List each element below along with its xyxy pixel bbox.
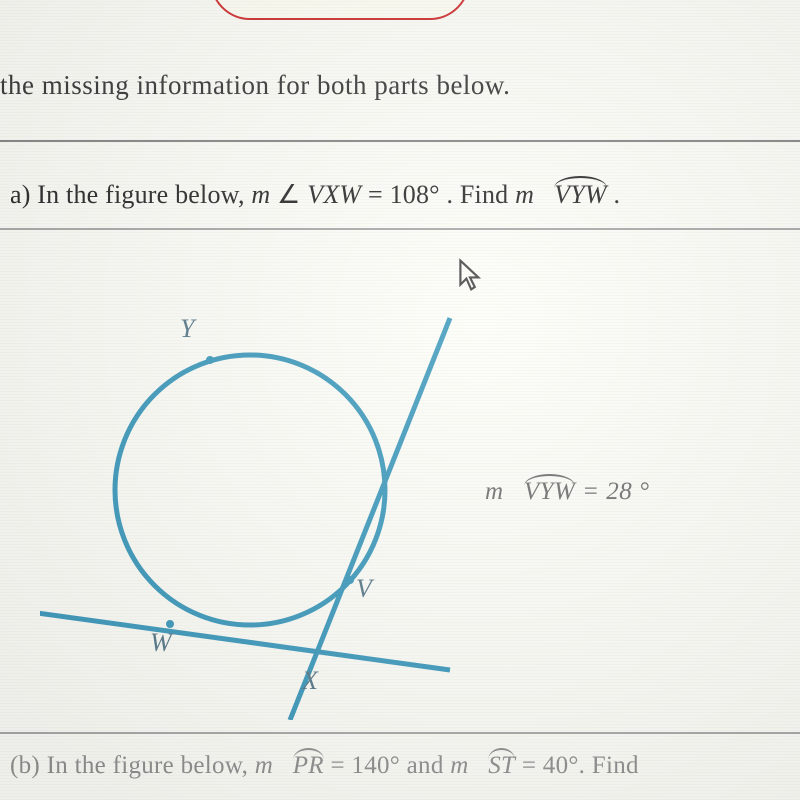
answer-unit: ° [639,478,650,505]
arc-vyw: VYW [554,180,607,210]
label-y: Y [180,314,194,344]
measure-m-2: m [515,180,534,209]
part-a-prefix: a) In the figure below, [10,180,251,209]
answer-text: m VYW = 28 ° [485,478,649,506]
angle-name: VXW [307,180,361,209]
divider-3 [0,732,800,734]
answer-m: m [485,478,504,505]
label-v: V [356,574,372,604]
part-b-prompt: (b) In the figure below, m PR = 140° and… [10,752,639,780]
part-b-mid: = 140° and [330,752,450,779]
divider-2 [0,228,800,230]
angle-value: 108° [390,180,440,209]
answer-eq: = [582,478,606,505]
part-a-prompt: a) In the figure below, m ∠ VXW = 108° .… [10,180,620,210]
equals: = [368,180,390,209]
part-a-tail: . [613,180,620,209]
answer-arc: VYW [524,478,576,506]
space [280,752,287,779]
page: the missing information for both parts b… [0,0,800,800]
point-w [166,620,174,628]
speech-bubble-remnant [210,0,470,20]
point-v [346,576,354,584]
label-w: W [150,628,172,658]
instruction-text: the missing information for both parts b… [0,70,510,101]
geometry-figure: Y V W X [40,280,480,720]
space [510,478,517,505]
answer-value: 28 [606,478,632,505]
divider-1 [0,140,800,142]
part-b-m2: m [450,752,468,779]
angle-symbol: ∠ [277,180,307,209]
space [475,752,482,779]
arc-st: ST [488,752,515,780]
part-a-period: . Find [446,180,515,209]
measure-m: m [251,180,270,209]
arc-pr: PR [293,752,324,780]
part-b-tail: = 40°. Find [522,752,639,779]
label-x: X [302,666,318,696]
tangent-line-wx [40,612,450,670]
point-y [206,356,214,364]
part-b-m1: m [255,752,273,779]
space [541,180,548,209]
part-b-prefix: (b) In the figure below, [10,752,255,779]
